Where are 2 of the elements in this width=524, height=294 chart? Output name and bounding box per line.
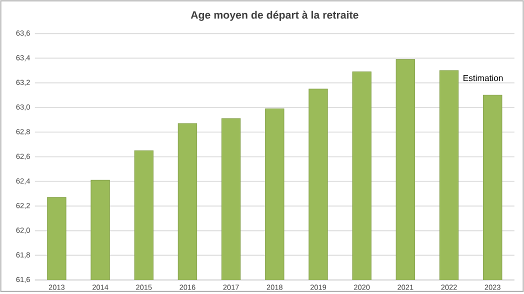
- chart-title: Age moyen de départ à la retraite: [190, 10, 358, 21]
- annotation: Estimation: [464, 74, 503, 81]
